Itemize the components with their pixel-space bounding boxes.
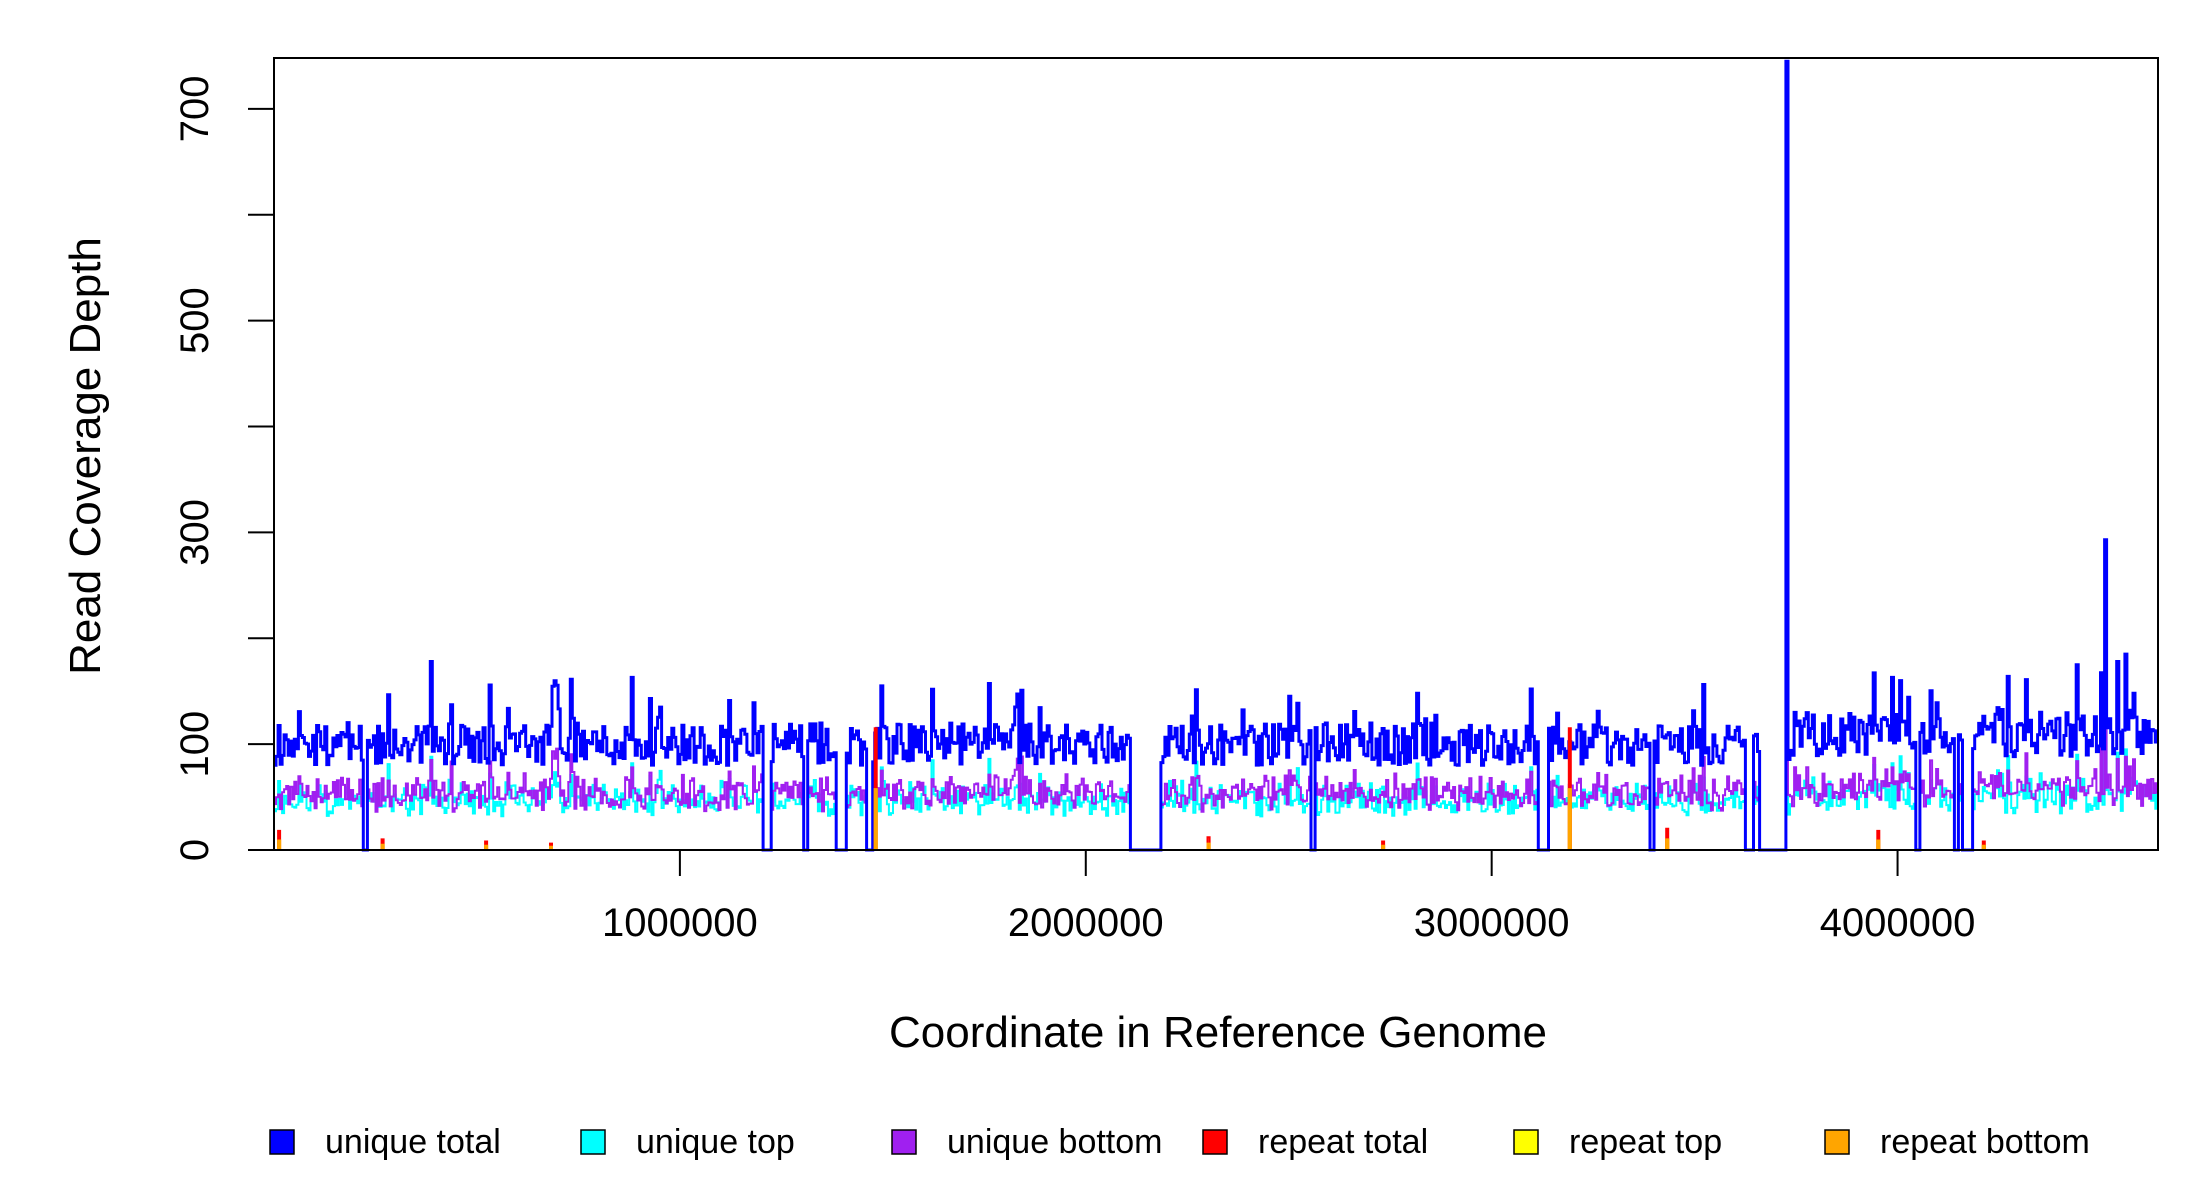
series-layer	[274, 59, 2159, 852]
x-tick-label: 1000000	[602, 901, 758, 945]
series-line-unique-total	[274, 59, 2159, 852]
legend-label: repeat top	[1569, 1123, 1722, 1161]
legend-label: unique total	[325, 1123, 501, 1161]
series-line-unique-bottom	[274, 478, 2159, 851]
y-axis-title: Read Coverage Depth	[61, 237, 110, 675]
legend-label: repeat bottom	[1880, 1123, 2090, 1161]
plot-frame	[273, 57, 2159, 851]
legend-label: repeat total	[1258, 1123, 1428, 1161]
x-tick-label: 2000000	[1008, 901, 1164, 945]
legend: unique total unique top unique bottom repea…	[269, 1123, 2090, 1161]
legend-swatch	[269, 1129, 295, 1155]
y-tick-label: 700	[173, 75, 217, 142]
series-line-unique-top	[274, 436, 2159, 851]
y-tick-label: 0	[173, 839, 217, 861]
legend-swatch	[891, 1129, 917, 1155]
x-axis-title: Coordinate in Reference Genome	[889, 1008, 1547, 1057]
y-tick-label: 300	[173, 499, 217, 566]
legend-label: unique bottom	[947, 1123, 1163, 1161]
y-tick-label: 100	[173, 711, 217, 778]
axes-layer: 1000000 2000000 3000000 4000000 0 100 300 500 70…	[173, 75, 1975, 945]
legend-swatch	[1513, 1129, 1539, 1155]
x-tick-label: 3000000	[1414, 901, 1570, 945]
legend-swatch	[1824, 1129, 1850, 1155]
y-tick-label: 500	[173, 287, 217, 354]
legend-swatch	[580, 1129, 606, 1155]
legend-swatch	[1202, 1129, 1228, 1155]
legend-label: unique top	[636, 1123, 795, 1161]
x-tick-label: 4000000	[1820, 901, 1976, 945]
